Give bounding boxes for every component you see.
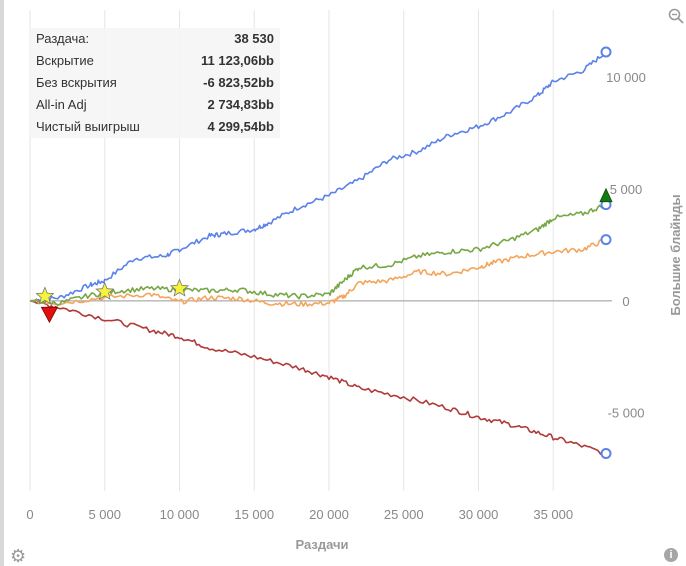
stats-value: 4 299,54bb [207, 119, 275, 134]
x-tick-label: 35 000 [533, 507, 573, 522]
x-tick-label: 5 000 [88, 507, 121, 522]
stats-value: 11 123,06bb [201, 53, 274, 68]
stats-row-net-won: Чистый выигрыш 4 299,54bb [30, 116, 280, 138]
series-line-net_won [29, 202, 607, 307]
stats-table: Раздача: 38 530 Вскрытие 11 123,06bb Без… [30, 28, 280, 138]
stats-label: Чистый выигрыш [36, 119, 140, 134]
y-tick-label: 5 000 [610, 182, 643, 197]
x-tick-label: 0 [26, 507, 33, 522]
stats-row-non-showdown: Без вскрытия -6 823,52bb [30, 72, 280, 94]
zoom-icon[interactable] [668, 8, 684, 28]
x-tick-label: 20 000 [309, 507, 349, 522]
series-line-allin_adj [29, 238, 607, 307]
x-tick-label: 10 000 [160, 507, 200, 522]
y-axis-title: Большие блайнды [668, 194, 683, 315]
stats-label: Вскрытие [36, 53, 94, 68]
x-axis-title: Раздачи [295, 537, 348, 552]
stats-label: All-in Adj [36, 97, 87, 112]
y-tick-label: 0 [622, 294, 629, 309]
x-tick-label: 15 000 [234, 507, 274, 522]
stats-row-hands: Раздача: 38 530 [30, 28, 280, 50]
series-line-showdown [29, 51, 607, 303]
x-tick-label: 30 000 [459, 507, 499, 522]
y-tick-label: 10 000 [606, 70, 646, 85]
star-marker [169, 278, 190, 297]
stats-value: -6 823,52bb [203, 75, 274, 90]
end-point-marker [600, 447, 612, 459]
stats-label: Раздача: [36, 31, 90, 46]
gear-icon[interactable]: ⚙ [10, 546, 27, 566]
stats-value: 38 530 [234, 31, 274, 46]
up-triangle-marker [599, 187, 613, 203]
series-line-non_showdown [29, 300, 607, 455]
down-triangle-marker [40, 306, 59, 324]
x-tick-label: 25 000 [384, 507, 424, 522]
end-point-marker [600, 46, 612, 58]
y-tick-label: -5 000 [608, 406, 645, 421]
stats-value: 2 734,83bb [207, 97, 275, 112]
stats-row-showdown: Вскрытие 11 123,06bb [30, 50, 280, 72]
end-point-marker [600, 234, 612, 246]
stats-row-allin-adj: All-in Adj 2 734,83bb [30, 94, 280, 116]
panel-left-border [0, 0, 4, 566]
stats-label: Без вскрытия [36, 75, 117, 90]
info-icon[interactable]: i [664, 548, 678, 562]
star-marker [35, 286, 55, 305]
star-marker [95, 281, 115, 301]
